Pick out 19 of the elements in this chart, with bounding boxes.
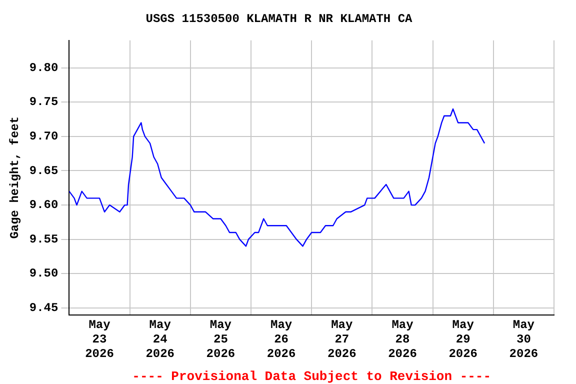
y-tick-label: 9.55 xyxy=(29,232,58,246)
y-tick-label: 9.70 xyxy=(29,129,58,144)
y-tick-label: 9.60 xyxy=(29,198,58,212)
y-tick-label: 9.80 xyxy=(29,60,58,75)
x-tick-label: May 29 2026 xyxy=(448,318,478,361)
x-tick-label: May 30 2026 xyxy=(509,318,538,361)
y-axis-title: Gage height, feet xyxy=(8,116,22,239)
y-tick-label: 9.45 xyxy=(29,300,58,315)
y-tick-label: 9.75 xyxy=(29,95,58,110)
x-tick-label: May 24 2026 xyxy=(146,318,175,361)
x-tick-label: May 23 2026 xyxy=(85,318,114,361)
y-tick-label: 9.65 xyxy=(29,164,58,178)
x-tick-label: May 26 2026 xyxy=(266,318,296,361)
x-tick-label: May 27 2026 xyxy=(327,318,356,361)
text: ---- Provisional Data Subject to Revision ---- xyxy=(132,369,492,384)
y-tick-label: 9.50 xyxy=(29,266,58,281)
chart-title: USGS 11530500 KLAMATH R NR KLAMATH CA xyxy=(146,12,414,26)
x-tick-label: May 28 2026 xyxy=(388,318,417,361)
x-tick-label: May 25 2026 xyxy=(206,318,236,361)
